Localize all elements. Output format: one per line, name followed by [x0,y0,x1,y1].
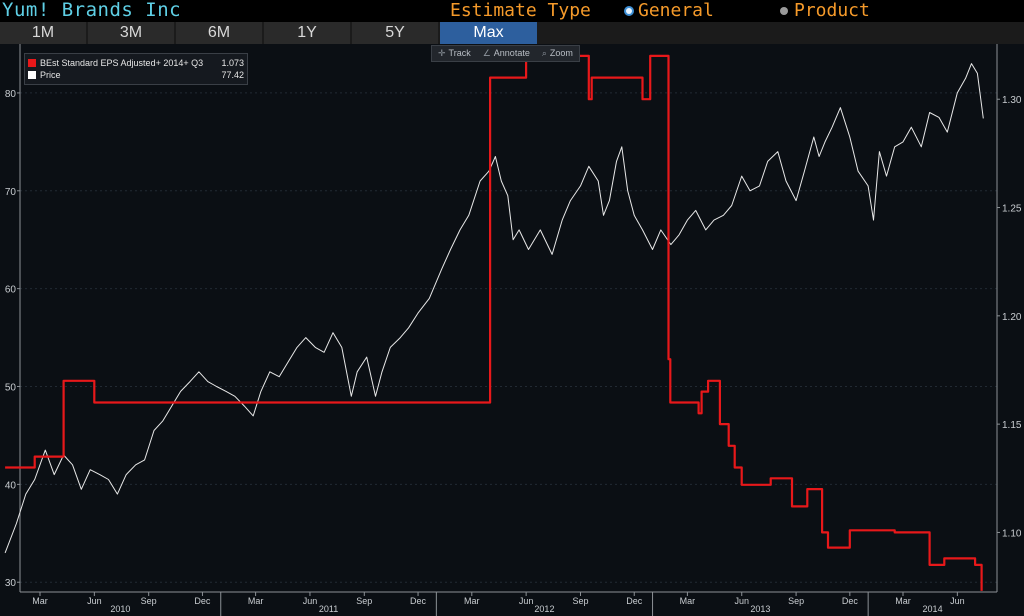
estimate-type-label: Estimate Type [450,0,591,21]
right-tick-label: 1.20 [1002,312,1022,323]
x-tick-label: Sep [141,596,157,606]
x-tick-label: Mar [32,596,48,606]
x-tick-label: Sep [572,596,588,606]
x-tick-label: Dec [626,596,643,606]
year-label: 2014 [923,604,943,614]
x-tick-label: Jun [734,596,749,606]
x-tick-label: Jun [950,596,965,606]
eps-swatch [28,58,36,67]
price-series-line [4,63,984,554]
x-tick-label: Mar [895,596,911,606]
legend-price-value: 77.42 [221,69,244,80]
eps-series-line [5,54,983,591]
radio-product[interactable]: Product [780,0,870,21]
left-tick-label: 70 [5,187,17,198]
zoom-label: Zoom [549,48,573,58]
tab-3m[interactable]: 3M [88,22,174,44]
radio-unselected-icon [780,6,788,15]
chart-toolbar: ✛ Track ∠ Annotate ⌕ Zoom [431,45,580,62]
legend-row-price: Price 77.42 [28,69,244,80]
header-bar: Yum! Brands Inc Estimate Type General Pr… [0,0,1024,22]
right-tick-label: 1.10 [1002,528,1022,539]
year-label: 2011 [319,604,338,614]
right-tick-label: 1.15 [1002,420,1022,431]
x-tick-label: Dec [410,596,427,606]
year-label: 2010 [110,604,130,614]
left-tick-label: 40 [5,480,17,491]
legend-price-label: Price [40,69,61,80]
radio-general[interactable]: General [626,0,714,21]
annotate-tool[interactable]: ∠ Annotate [477,46,536,61]
radio-selected-icon [626,7,632,14]
x-tick-label: Jun [87,596,102,606]
x-tick-label: Mar [464,596,480,606]
legend-row-eps: BEst Standard EPS Adjusted+ 2014+ Q3 1.0… [28,57,244,68]
track-tool[interactable]: ✛ Track [432,46,477,61]
x-tick-label: Jun [303,596,318,606]
chart-legend: BEst Standard EPS Adjusted+ 2014+ Q3 1.0… [24,53,248,85]
left-tick-label: 80 [5,89,17,100]
track-label: Track [448,48,471,58]
legend-eps-label: BEst Standard EPS Adjusted+ 2014+ Q3 [40,57,204,68]
right-tick-label: 1.25 [1002,204,1022,215]
left-tick-label: 50 [5,383,17,394]
annotate-label: Annotate [493,48,530,58]
x-tick-label: Sep [356,596,372,606]
radio-general-label: General [638,0,714,21]
radio-product-label: Product [794,0,870,21]
chart-area[interactable] [0,44,1024,616]
right-tick-label: 1.30 [1002,95,1022,106]
x-tick-label: Mar [680,596,696,606]
tab-max[interactable]: Max [440,22,537,44]
year-label: 2012 [534,604,554,614]
crosshair-icon: ✛ [438,48,446,58]
left-tick-label: 60 [5,285,17,296]
tab-1m[interactable]: 1M [0,22,86,44]
tab-5y[interactable]: 5Y [352,22,438,44]
magnifier-icon: ⌕ [541,48,547,58]
tab-6m[interactable]: 6M [176,22,262,44]
x-tick-label: Dec [842,596,859,606]
left-tick-label: 30 [5,578,17,589]
zoom-tool[interactable]: ⌕ Zoom [536,46,579,61]
legend-eps-value: 1.073 [221,57,244,68]
tab-1y[interactable]: 1Y [264,22,350,44]
x-tick-label: Mar [248,596,264,606]
x-tick-label: Dec [194,596,211,606]
year-label: 2013 [750,604,770,614]
pencil-icon: ∠ [482,48,491,58]
timeframe-tabs: 1M 3M 6M 1Y 5Y Max [0,22,1024,44]
price-swatch [28,70,36,79]
company-title: Yum! Brands Inc [2,0,182,21]
x-tick-label: Jun [519,596,534,606]
x-tick-label: Sep [788,596,804,606]
